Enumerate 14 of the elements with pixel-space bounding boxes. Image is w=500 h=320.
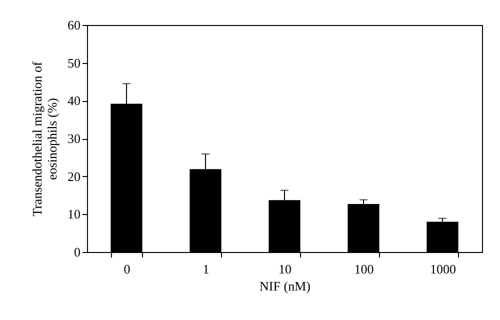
y-tick-label: 20: [68, 168, 80, 184]
y-tick-label: 60: [68, 18, 80, 32]
x-tick-label: 10: [278, 262, 292, 276]
y-tick-label: 40: [68, 93, 80, 108]
x-axis-title: NIF (nM): [260, 278, 310, 294]
y-tick-label: 50: [68, 55, 80, 70]
x-tick-label: 0: [124, 262, 130, 276]
x-tick-label: 1000: [430, 262, 456, 276]
y-tick-label: 10: [68, 206, 80, 222]
y-tick-label: 30: [68, 131, 80, 146]
x-tick-label: 100: [354, 262, 374, 276]
y-axis-title: Transendothelial migration of eosinophils (%): [30, 60, 60, 216]
y-tick-label: 0: [74, 244, 80, 260]
x-tick-label: 1: [202, 262, 210, 276]
